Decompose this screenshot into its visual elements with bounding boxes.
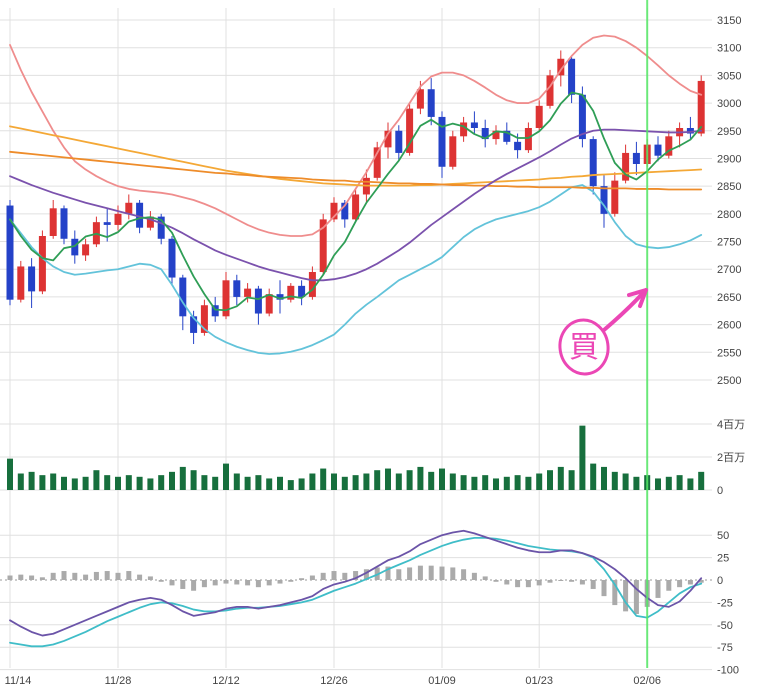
date-label: 11/28	[105, 675, 132, 687]
volume-tick-label: 0	[717, 485, 723, 497]
price-tick-label: 2950	[717, 126, 741, 138]
price-tick-label: 3000	[717, 98, 741, 110]
oscillator-tick-label: -50	[717, 620, 733, 632]
price-tick-label: 2800	[717, 209, 741, 221]
ma-mid-line	[9, 128, 703, 282]
buy-arrow	[602, 291, 645, 332]
date-label: 01/23	[525, 675, 553, 687]
buy-arrow-head	[627, 288, 648, 308]
axis-labels: 3150 3100 3050 3000 2950 2900 2850 2800 2750 2700…	[5, 15, 745, 687]
date-label: 02/06	[633, 675, 661, 687]
price-tick-label: 2750	[717, 237, 741, 249]
oscillator-tick-label: 25	[717, 553, 729, 565]
oscillator-tick-label: -25	[717, 597, 733, 609]
volume-bars	[7, 425, 705, 490]
price-tick-label: 2550	[717, 347, 741, 359]
oscillator-signal-line	[9, 536, 703, 648]
ma-long-2-line	[9, 150, 703, 191]
price-tick-label: 2900	[717, 153, 741, 165]
price-tick-label: 2850	[717, 181, 741, 193]
oscillator-tick-label: 0	[717, 575, 723, 587]
gridlines	[0, 8, 712, 671]
volume-tick-label: 2百万	[717, 452, 745, 464]
candlestick-series	[6, 50, 705, 344]
ma-long-1-line	[9, 125, 703, 187]
oscillator-main-line	[9, 529, 703, 637]
volume-tick-label: 4百万	[717, 419, 745, 431]
date-label: 12/26	[320, 675, 348, 687]
upper-band-line	[9, 34, 703, 237]
price-tick-label: 2700	[717, 264, 741, 276]
price-tick-label: 3050	[717, 70, 741, 82]
date-label: 11/14	[5, 675, 32, 687]
price-tick-label: 3100	[717, 43, 741, 55]
oscillator-tick-label: -100	[717, 665, 739, 677]
oscillator-histogram	[7, 565, 704, 615]
date-label: 01/09	[428, 675, 456, 687]
date-label: 12/12	[212, 675, 240, 687]
price-tick-label: 2650	[717, 292, 741, 304]
buy-annotation: 買	[558, 288, 648, 376]
price-tick-label: 2600	[717, 320, 741, 332]
price-tick-label: 2500	[717, 375, 741, 387]
price-tick-label: 3150	[717, 15, 741, 27]
buy-annotation-text: 買	[569, 331, 599, 364]
ma-short-line	[9, 91, 703, 312]
oscillator-tick-label: 50	[717, 530, 729, 542]
oscillator-tick-label: -75	[717, 642, 733, 654]
